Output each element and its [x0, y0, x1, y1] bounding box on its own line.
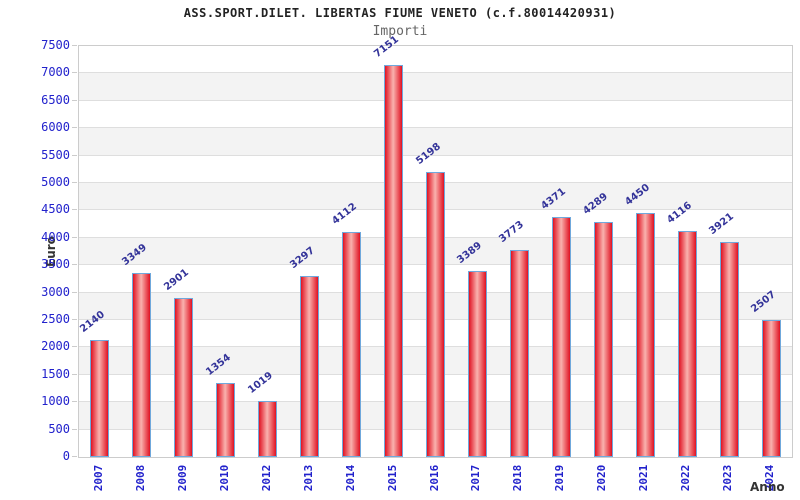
y-tick-mark	[72, 401, 77, 403]
y-tick-mark	[72, 127, 77, 129]
y-tick-mark	[72, 209, 77, 211]
plot-band	[79, 73, 792, 101]
x-tick-label: 2014	[343, 464, 357, 492]
y-tick-mark	[72, 319, 77, 320]
x-tick-label: 2009	[175, 464, 189, 492]
y-tick-label: 500	[48, 421, 70, 436]
x-tick-label: 2012	[259, 464, 273, 492]
y-tick-mark	[72, 264, 77, 266]
y-tick-mark	[72, 72, 77, 74]
x-tick-label: 2018	[511, 464, 525, 492]
y-tick-label: 4000	[41, 229, 70, 244]
bar	[509, 250, 529, 457]
plot-area: 2140 3349 2901 1354 1019 3297 4112 7151 5198 3389…	[78, 34, 793, 458]
y-tick-mark	[72, 154, 77, 156]
y-tick-label: 6000	[41, 120, 70, 135]
y-tick-label: 7500	[41, 38, 70, 52]
y-tick-label: 1500	[41, 366, 70, 381]
bar	[384, 65, 404, 457]
gridline	[79, 154, 792, 156]
y-tick-label: 5000	[41, 175, 70, 189]
chart-title: ASS.SPORT.DILET. LIBERTAS FIUME VENETO (…	[183, 6, 617, 20]
bar	[677, 231, 697, 457]
bar	[90, 339, 110, 457]
y-tick-mark	[72, 456, 77, 457]
y-tick-label: 4500	[41, 202, 70, 217]
y-tick-label: 3500	[41, 257, 70, 272]
bar-value-label: 2901	[162, 267, 191, 294]
bar	[132, 273, 152, 457]
x-tick-label: 2020	[595, 464, 609, 492]
bar	[761, 319, 781, 457]
bar	[551, 217, 571, 457]
y-tick-mark	[72, 182, 77, 183]
y-tick-mark	[72, 291, 77, 293]
x-tick-label: 2017	[469, 464, 483, 492]
x-tick-label: 2023	[721, 464, 735, 492]
x-tick-label: 2021	[637, 464, 651, 492]
bar	[467, 271, 487, 457]
x-tick-label: 2010	[217, 464, 231, 492]
plot-band	[79, 128, 792, 156]
x-tick-label: 2015	[385, 464, 399, 492]
y-tick-label: 6500	[41, 92, 70, 107]
y-tick-label: 5500	[41, 147, 70, 162]
x-tick-label: 2022	[679, 464, 693, 492]
x-tick-label: 2013	[301, 464, 315, 492]
bar	[342, 231, 362, 457]
bar	[216, 382, 236, 457]
x-tick-label: 2007	[91, 464, 105, 492]
bar-value-label: 3921	[707, 211, 737, 238]
y-tick-mark	[72, 236, 77, 238]
y-tick-label: 3000	[41, 284, 70, 299]
x-axis-title: Anno	[750, 480, 785, 494]
gridline	[79, 127, 792, 129]
y-tick-mark	[72, 428, 77, 430]
bar	[300, 276, 320, 457]
bar	[719, 242, 739, 457]
gridline	[79, 99, 792, 101]
y-tick-label: 1000	[41, 394, 70, 409]
y-tick-label: 7000	[41, 65, 70, 80]
x-tick-label: 2016	[427, 464, 441, 492]
y-tick-label: 2500	[41, 312, 70, 326]
y-axis: 0 500 1000 1500 2000 2500 3000 3500 4000 4500 5000…	[0, 38, 77, 463]
bar	[174, 298, 194, 457]
y-tick-mark	[72, 99, 77, 101]
y-tick-mark	[72, 45, 77, 46]
chart-subtitle: Importi	[372, 24, 428, 39]
x-tick-label: 2019	[553, 464, 567, 492]
x-axis: 2007 2008 2009 2010 2012 2013 2014 2015 2016 2017…	[78, 465, 791, 492]
bar	[258, 401, 278, 457]
x-tick-label: 2008	[133, 464, 147, 492]
bar	[635, 213, 655, 457]
gridline	[79, 72, 792, 74]
y-tick-mark	[72, 373, 77, 375]
y-tick-mark	[72, 346, 77, 348]
bar	[593, 221, 613, 457]
y-tick-label: 2000	[41, 339, 70, 354]
bar	[426, 172, 445, 457]
y-tick-label: 0	[62, 449, 70, 463]
